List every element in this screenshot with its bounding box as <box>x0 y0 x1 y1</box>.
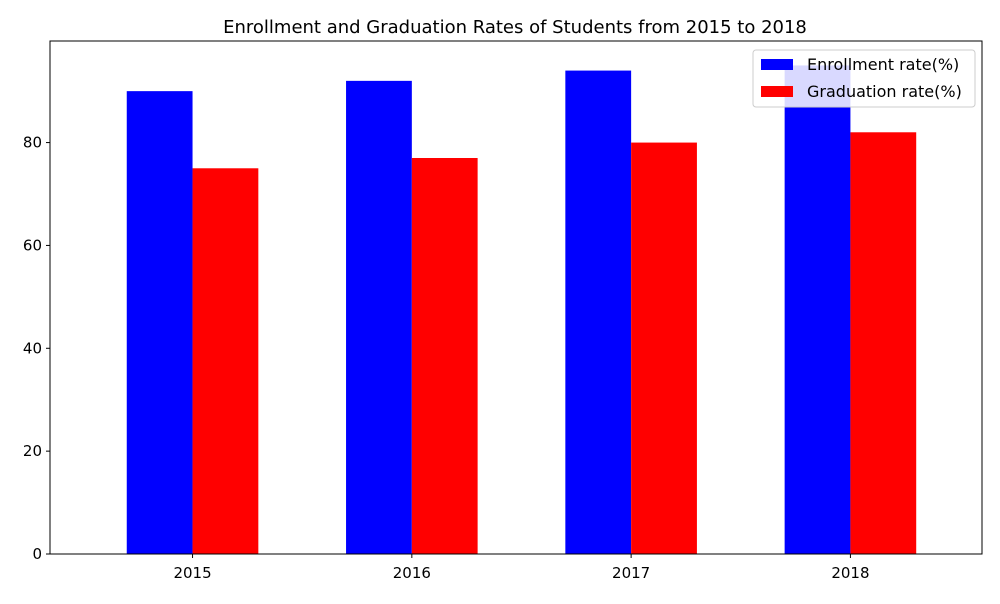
bar-enrollment-2015 <box>126 91 193 555</box>
legend: Enrollment rate(%) Graduation rate(%) <box>752 49 976 108</box>
y-axis: 0 20 40 60 80 <box>23 134 50 563</box>
bars-layer <box>126 65 917 555</box>
plot-frame <box>49 40 983 555</box>
legend-swatch <box>761 59 793 70</box>
legend-label: Enrollment rate(%) <box>807 55 959 74</box>
bar-enrollment-2017 <box>565 70 632 555</box>
chart-title: Enrollment and Graduation Rates of Stude… <box>223 17 807 38</box>
x-tick-label: 2015 <box>173 564 211 582</box>
y-tick-label: 80 <box>23 134 42 152</box>
bar-graduation-2018 <box>850 132 917 555</box>
y-tick-label: 40 <box>23 339 42 357</box>
x-tick-label: 2016 <box>393 564 431 582</box>
legend-box <box>752 49 976 108</box>
bar-graduation-2016 <box>411 158 478 554</box>
bar-enrollment-2016 <box>346 80 412 554</box>
legend-label: Graduation rate(%) <box>807 82 962 101</box>
y-tick-label: 60 <box>23 236 42 254</box>
bar-graduation-2015 <box>192 168 259 555</box>
bar-graduation-2017 <box>631 142 697 555</box>
y-tick-label: 0 <box>32 545 42 563</box>
bar-enrollment-2018 <box>784 65 851 554</box>
y-tick-label: 20 <box>23 442 42 460</box>
x-tick-label: 2018 <box>831 564 869 582</box>
x-axis: 2015 2016 2017 2018 <box>173 554 870 582</box>
x-tick-label: 2017 <box>612 564 650 582</box>
legend-swatch <box>761 86 793 97</box>
